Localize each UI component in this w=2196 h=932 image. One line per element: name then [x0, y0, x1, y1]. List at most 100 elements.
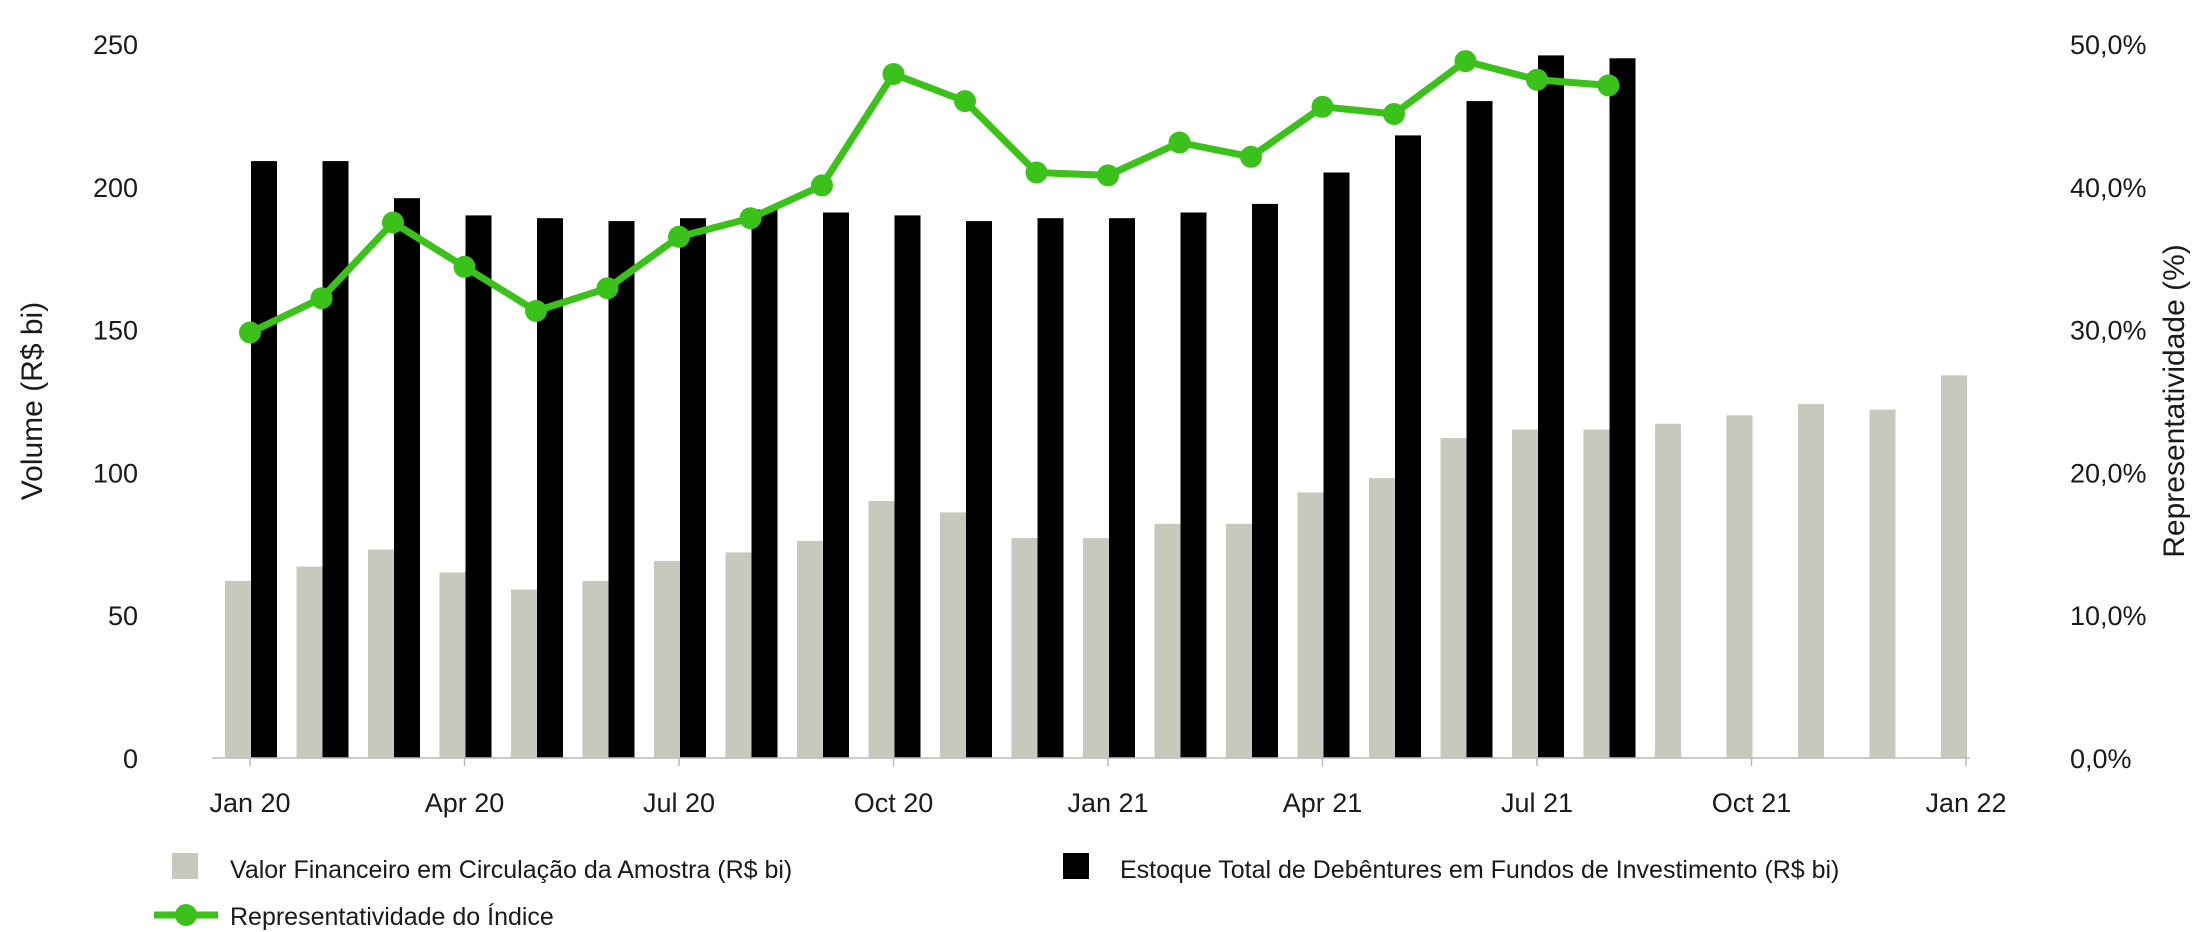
- bar-estoque-total-9: [894, 215, 921, 758]
- bar-estoque-total-17: [1466, 101, 1493, 759]
- x-tick-label-8: Jan 22: [1925, 788, 2006, 818]
- legend: Valor Financeiro em Circulação da Amostr…: [154, 853, 1839, 931]
- bar-valor-financeiro-11: [1011, 538, 1038, 758]
- bar-estoque-total-16: [1395, 135, 1421, 758]
- bar-estoque-total-1: [322, 161, 349, 759]
- y-axis-ticks: 0 50 100 150 200 250: [93, 30, 138, 774]
- bar-estoque-total-15: [1323, 172, 1350, 758]
- legend-swatch-estoque-total: [1063, 853, 1089, 879]
- bar-valor-financeiro-21: [1726, 415, 1753, 758]
- point-representatividade-19: [1597, 74, 1620, 97]
- series-valor-financeiro: [225, 375, 1967, 758]
- bar-valor-financeiro-1: [296, 566, 323, 758]
- bar-estoque-total-19: [1609, 58, 1636, 759]
- x-tick-label-3: Oct 20: [854, 788, 934, 818]
- bar-estoque-total-13: [1180, 212, 1207, 758]
- series-representatividade: [239, 50, 1620, 344]
- bar-valor-financeiro-0: [225, 580, 251, 758]
- series-estoque-total: [251, 55, 1636, 759]
- y2-tick-label-4: 40,0%: [2070, 173, 2147, 203]
- x-tick-label-1: Apr 20: [425, 788, 505, 818]
- legend-label-valor-financeiro: Valor Financeiro em Circulação da Amostr…: [230, 856, 792, 884]
- bar-estoque-total-4: [537, 218, 563, 758]
- point-representatividade-2: [382, 211, 404, 234]
- bar-valor-financeiro-4: [511, 589, 537, 758]
- y2-tick-label-3: 30,0%: [2070, 316, 2147, 346]
- bar-valor-financeiro-5: [582, 580, 609, 758]
- point-representatividade-12: [1097, 164, 1119, 187]
- bar-valor-financeiro-6: [654, 560, 680, 758]
- bar-valor-financeiro-14: [1226, 523, 1252, 758]
- x-tick-label-4: Jan 21: [1067, 788, 1148, 818]
- bar-estoque-total-12: [1109, 218, 1135, 758]
- line-representatividade: [248, 57, 1609, 336]
- y2-tick-label-1: 10,0%: [2070, 601, 2147, 631]
- point-representatividade-14: [1240, 145, 1262, 168]
- bar-valor-financeiro-16: [1369, 478, 1395, 758]
- y-tick-label-2: 100: [93, 458, 138, 488]
- point-representatividade-17: [1454, 50, 1477, 73]
- point-representatividade-10: [954, 90, 976, 113]
- point-representatividade-5: [596, 277, 619, 300]
- legend-swatch-valor-financeiro: [172, 853, 198, 879]
- point-representatividade-11: [1025, 161, 1048, 184]
- y-tick-label-4: 200: [93, 173, 138, 203]
- legend-label-estoque-total: Estoque Total de Debêntures em Fundos de…: [1120, 856, 1839, 884]
- point-representatividade-6: [668, 225, 690, 248]
- y2-tick-label-5: 50,0%: [2070, 30, 2147, 60]
- y-tick-label-1: 50: [108, 601, 138, 631]
- y2-tick-label-0: 0,0%: [2070, 744, 2132, 774]
- bar-estoque-total-2: [394, 198, 420, 758]
- x-tick-label-6: Jul 21: [1501, 788, 1573, 818]
- bar-estoque-total-6: [680, 218, 706, 758]
- bar-valor-financeiro-2: [368, 549, 394, 758]
- y-axis-title: Volume (R$ bi): [16, 302, 49, 500]
- bar-valor-financeiro-24: [1941, 375, 1967, 758]
- point-representatividade-7: [739, 207, 762, 230]
- y2-tick-label-2: 20,0%: [2070, 458, 2147, 488]
- bar-estoque-total-11: [1037, 218, 1064, 758]
- bar-valor-financeiro-9: [868, 501, 895, 758]
- point-representatividade-8: [811, 174, 833, 197]
- x-tick-label-5: Apr 21: [1283, 788, 1363, 818]
- point-representatividade-9: [882, 63, 905, 85]
- legend-marker-representatividade: [175, 904, 197, 926]
- bar-valor-financeiro-10: [940, 512, 966, 758]
- bar-valor-financeiro-3: [439, 572, 466, 758]
- bar-valor-financeiro-23: [1869, 409, 1896, 758]
- point-representatividade-15: [1311, 95, 1334, 118]
- point-representatividade-13: [1168, 131, 1191, 154]
- bar-valor-financeiro-18: [1512, 429, 1538, 758]
- point-representatividade-0: [239, 321, 261, 344]
- point-representatividade-16: [1383, 103, 1405, 125]
- bar-valor-financeiro-7: [725, 552, 752, 758]
- bar-estoque-total-14: [1252, 203, 1278, 758]
- bar-valor-financeiro-15: [1297, 492, 1324, 758]
- point-representatividade-18: [1526, 68, 1548, 91]
- y2-axis-title: Representatividade (%): [2158, 244, 2191, 558]
- point-representatividade-4: [525, 300, 547, 322]
- x-tick-label-0: Jan 20: [209, 788, 290, 818]
- bar-estoque-total-8: [823, 212, 849, 758]
- bar-valor-financeiro-17: [1440, 438, 1467, 758]
- point-representatividade-3: [453, 255, 476, 278]
- legend-label-representatividade: Representatividade do Índice: [230, 902, 554, 931]
- x-tick-label-7: Oct 21: [1712, 788, 1792, 818]
- bar-estoque-total-0: [251, 161, 277, 759]
- bar-estoque-total-10: [966, 221, 992, 759]
- bar-estoque-total-7: [751, 209, 778, 759]
- y-tick-label-5: 250: [93, 30, 138, 60]
- bar-valor-financeiro-20: [1655, 423, 1681, 758]
- x-tick-label-2: Jul 20: [643, 788, 715, 818]
- bar-valor-financeiro-22: [1798, 403, 1824, 758]
- bar-valor-financeiro-19: [1583, 429, 1610, 758]
- x-axis-ticks: Jan 20 Apr 20 Jul 20 Oct 20 Jan 21 Apr 21 Jul …: [209, 758, 2007, 818]
- point-representatividade-1: [310, 287, 333, 310]
- bar-valor-financeiro-8: [797, 540, 823, 758]
- bar-estoque-total-3: [465, 215, 492, 758]
- bar-valor-financeiro-13: [1154, 523, 1181, 758]
- bar-valor-financeiro-12: [1083, 538, 1109, 758]
- y-tick-label-0: 0: [123, 744, 138, 774]
- y-tick-label-3: 150: [93, 316, 138, 346]
